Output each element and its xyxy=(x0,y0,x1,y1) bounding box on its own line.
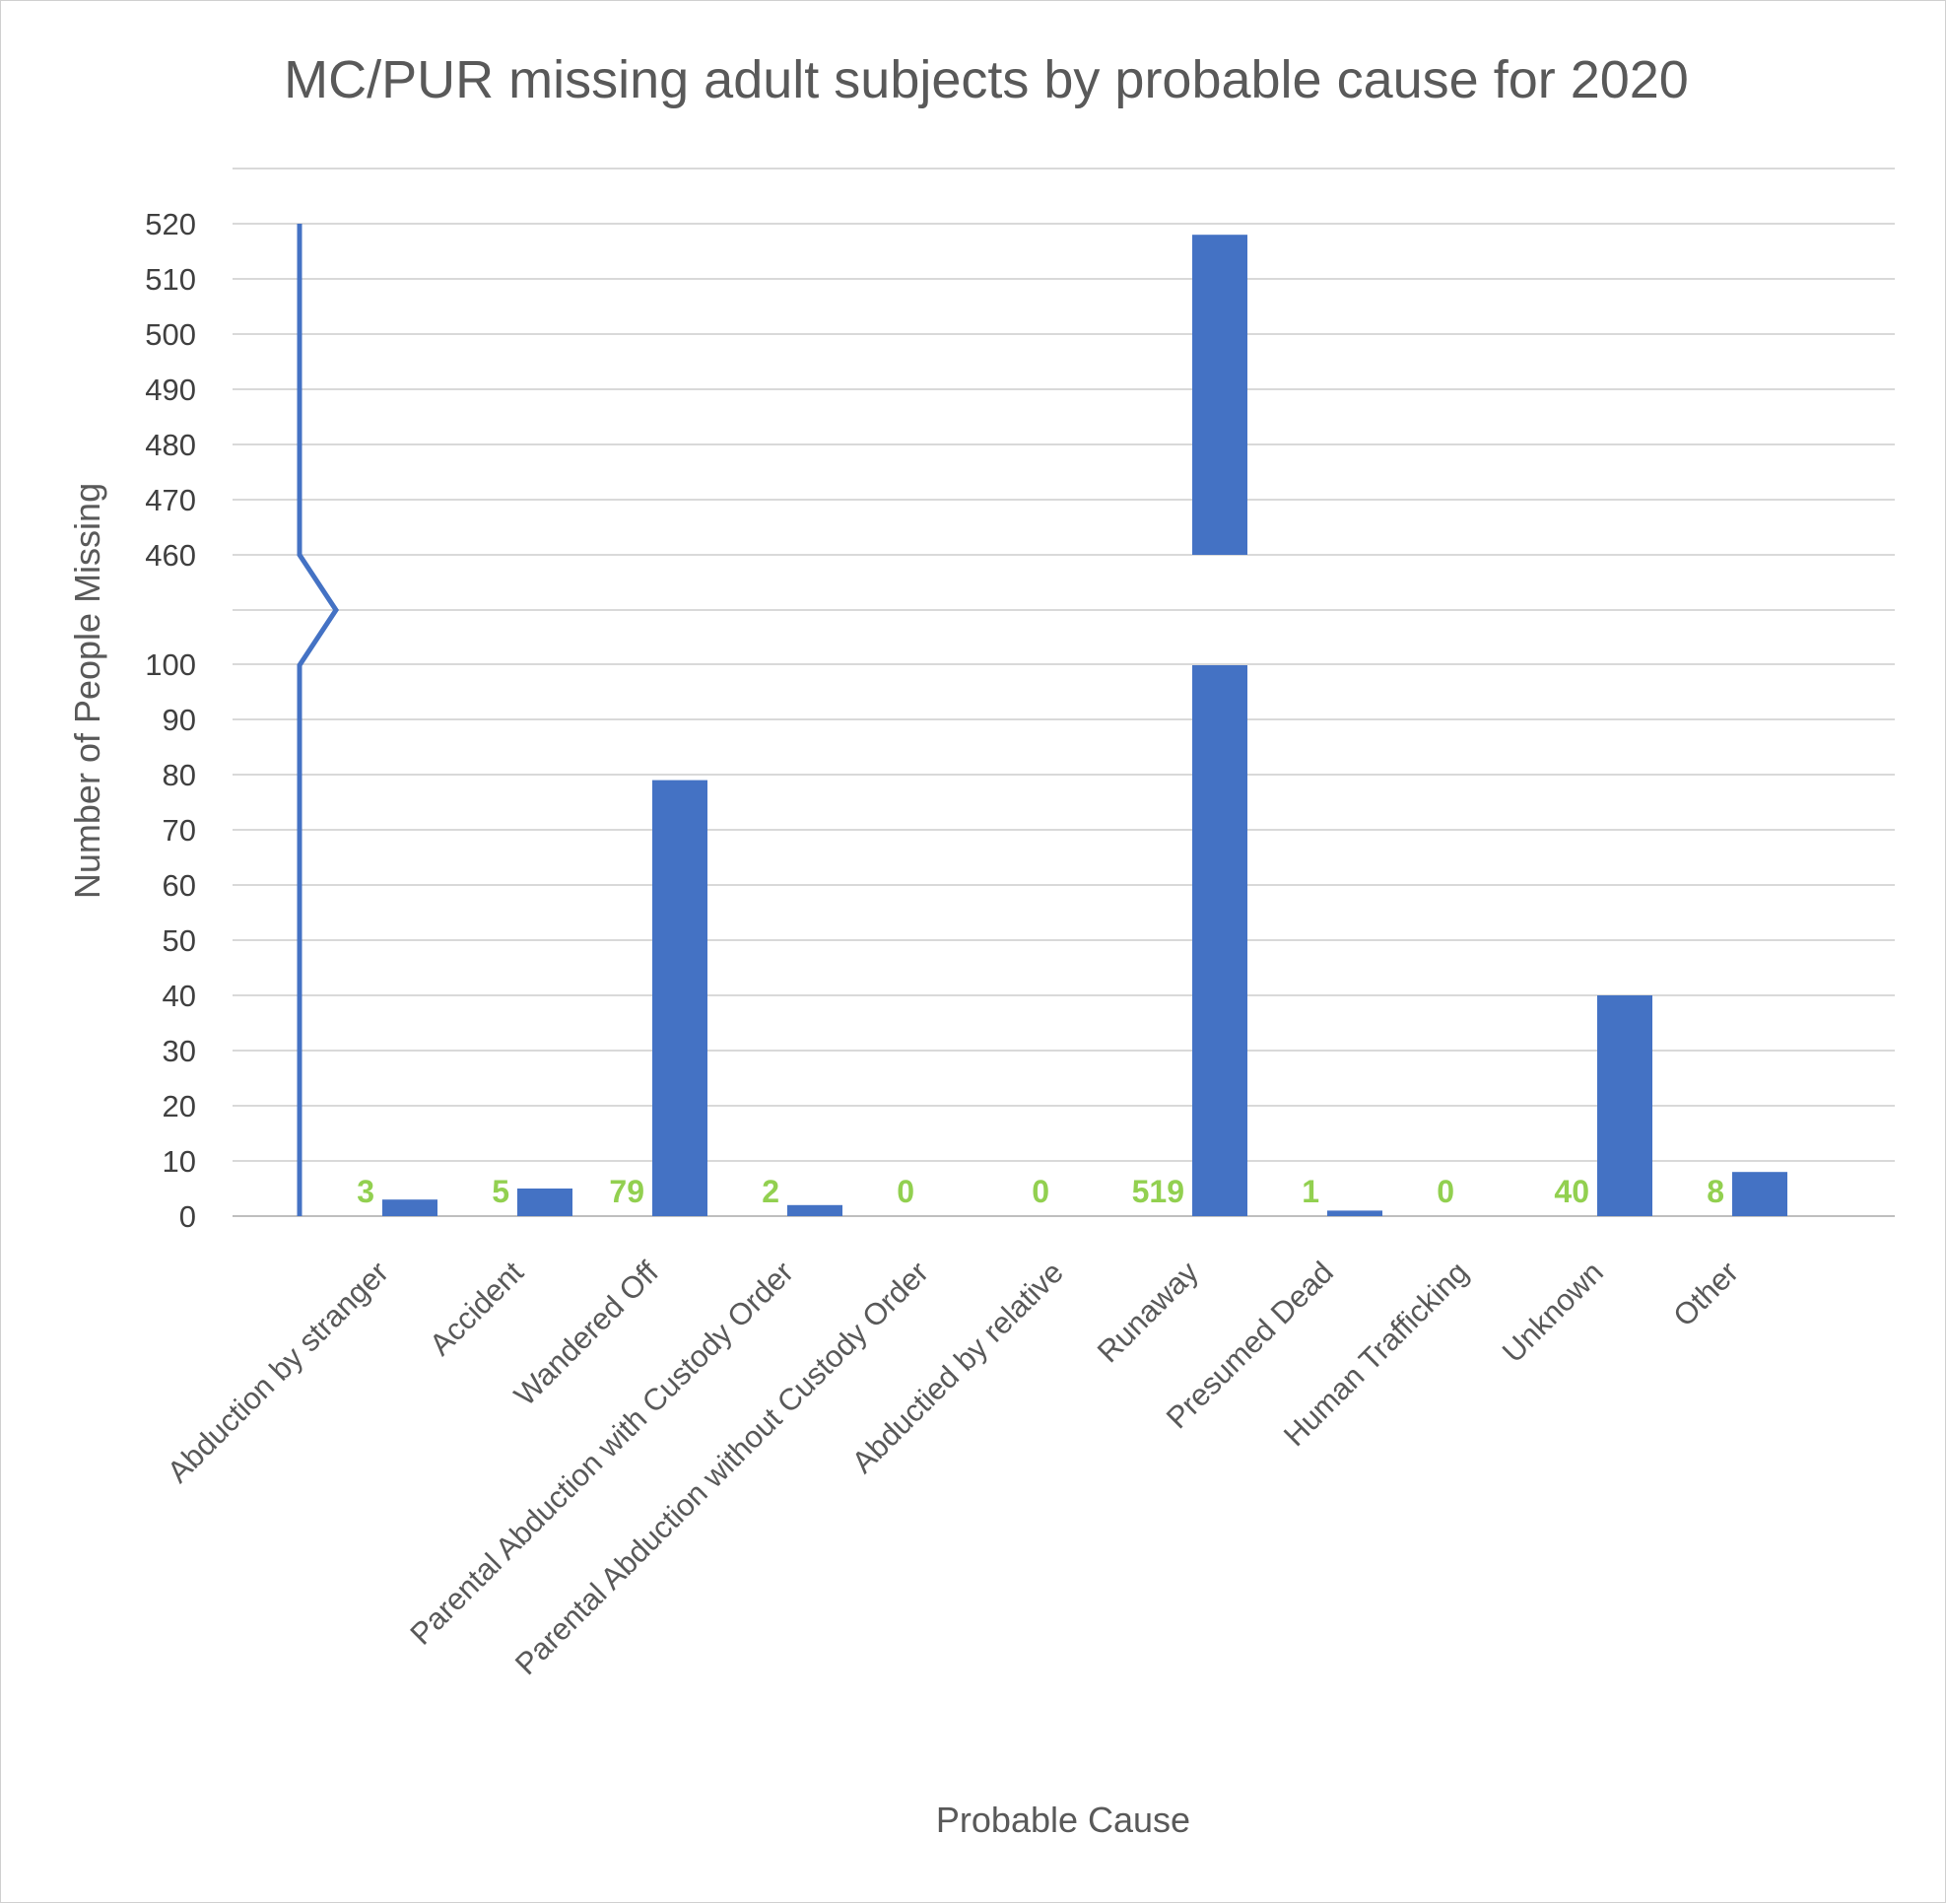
data-label: 79 xyxy=(609,1174,644,1209)
y-tick-label: 470 xyxy=(145,483,196,517)
bar xyxy=(787,1204,842,1216)
y-tick-label: 500 xyxy=(145,317,196,352)
bars xyxy=(382,235,1787,1216)
y-tick-label: 480 xyxy=(145,428,196,462)
y-tick-label: 100 xyxy=(145,647,196,682)
y-tick-label: 510 xyxy=(145,262,196,297)
gridlines xyxy=(233,168,1895,1217)
y-tick-label: 30 xyxy=(163,1034,196,1068)
data-label: 40 xyxy=(1554,1174,1589,1209)
data-label: 1 xyxy=(1302,1174,1319,1209)
y-axis-line xyxy=(297,224,339,1216)
y-tick-label: 460 xyxy=(145,538,196,573)
bar-upper-segment xyxy=(1192,235,1247,555)
y-tick-label: 490 xyxy=(145,373,196,407)
x-tick-label: Unknown xyxy=(1496,1255,1610,1369)
data-labels: 3 5 79 2 0 0 519 1 0 40 8 xyxy=(357,1174,1724,1209)
x-tick-label: Abduction by stranger xyxy=(161,1255,395,1489)
y-tick-label: 20 xyxy=(163,1089,196,1123)
y-axis: 0 10 20 30 40 50 60 70 80 90 100 460 470 480 490 500 510… xyxy=(145,207,339,1234)
x-tick-label: Accident xyxy=(423,1255,530,1362)
bar xyxy=(1327,1210,1382,1216)
y-tick-label: 40 xyxy=(163,979,196,1013)
data-label: 8 xyxy=(1707,1174,1724,1209)
bar xyxy=(1732,1172,1787,1216)
bar xyxy=(1597,995,1652,1216)
bar xyxy=(652,780,707,1216)
y-tick-label: 520 xyxy=(145,207,196,241)
y-tick-label: 80 xyxy=(163,758,196,792)
data-label: 0 xyxy=(1032,1174,1049,1209)
data-label: 3 xyxy=(357,1174,374,1209)
chart-title: MC/PUR missing adult subjects by probabl… xyxy=(284,50,1689,109)
bar xyxy=(382,1199,437,1216)
y-tick-label: 60 xyxy=(163,868,196,903)
y-tick-label: 90 xyxy=(163,703,196,737)
y-tick-label: 10 xyxy=(163,1144,196,1179)
y-tick-label: 0 xyxy=(179,1199,196,1234)
data-label: 0 xyxy=(897,1174,914,1209)
x-tick-label: Other xyxy=(1666,1255,1745,1333)
bar xyxy=(517,1189,572,1216)
data-label: 5 xyxy=(492,1174,509,1209)
data-label: 2 xyxy=(762,1174,779,1209)
y-axis-title: Number of People Missing xyxy=(67,483,107,899)
data-label: 0 xyxy=(1437,1174,1454,1209)
bar xyxy=(1192,665,1247,1216)
y-tick-label: 50 xyxy=(163,923,196,958)
data-label: 519 xyxy=(1132,1174,1184,1209)
y-tick-label: 70 xyxy=(163,813,196,848)
x-tick-label: Runaway xyxy=(1091,1255,1205,1369)
x-axis-title: Probable Cause xyxy=(936,1800,1190,1840)
